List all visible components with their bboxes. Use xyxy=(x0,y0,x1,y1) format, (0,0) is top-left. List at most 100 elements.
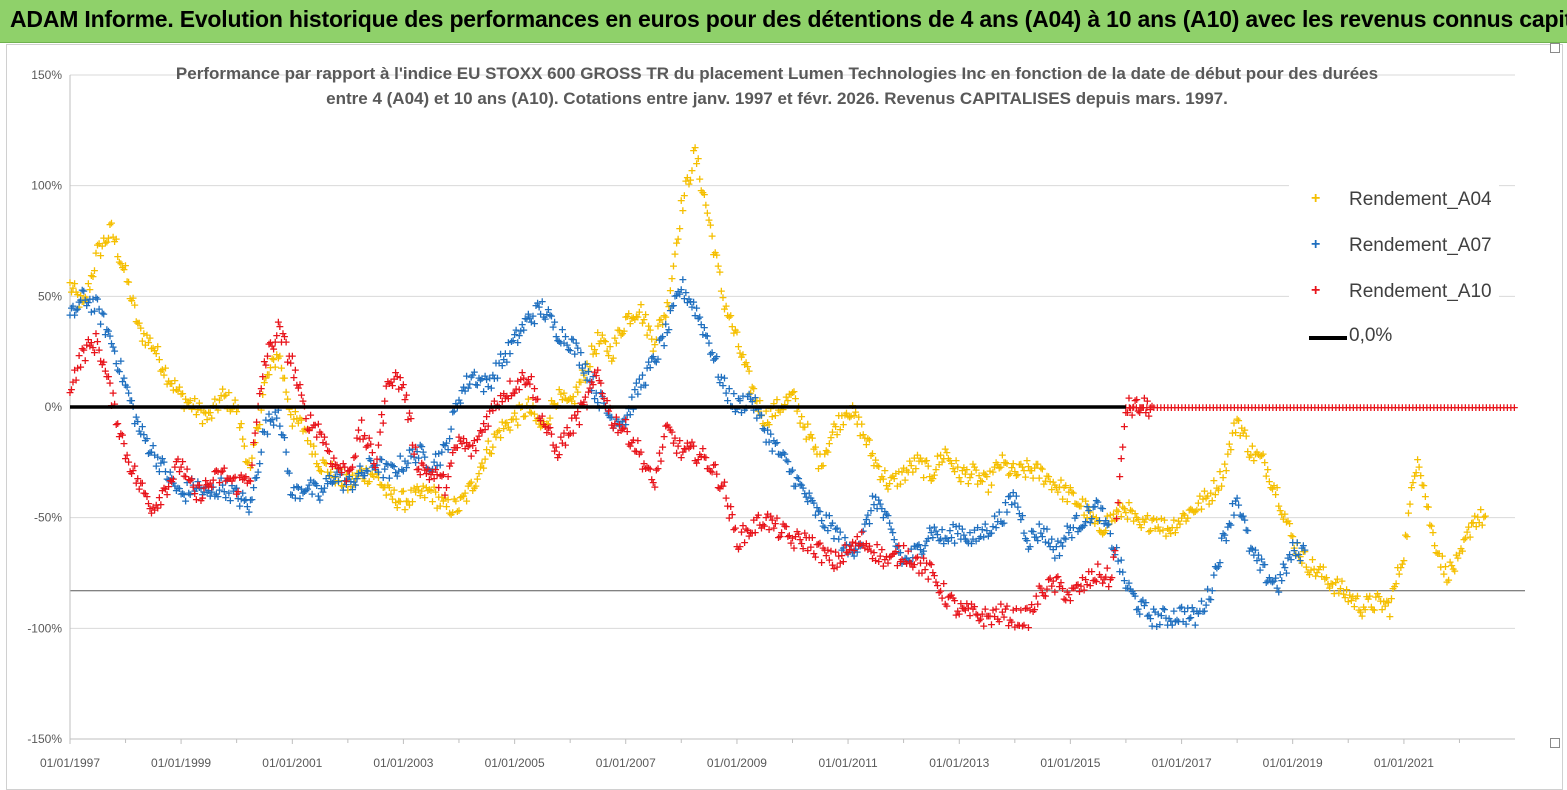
a07-point: + xyxy=(717,371,726,384)
a07-point: + xyxy=(349,475,358,488)
a04-point: + xyxy=(507,413,516,426)
a04-point: + xyxy=(1285,517,1294,530)
a10-point: + xyxy=(1177,401,1186,414)
a04-point: + xyxy=(118,261,127,274)
a04-point: + xyxy=(346,480,355,493)
resize-handle-right[interactable] xyxy=(1550,738,1560,748)
a10-point: + xyxy=(1233,401,1242,414)
a07-point: + xyxy=(720,372,729,385)
a07-point: + xyxy=(729,387,738,400)
a04-point: + xyxy=(1475,516,1484,529)
a07-point: + xyxy=(553,334,562,347)
a10-point: + xyxy=(649,476,658,489)
a04-point: + xyxy=(1373,587,1382,600)
a04-point: + xyxy=(1392,577,1401,590)
a07-point: + xyxy=(283,464,292,477)
resize-handle-top-right[interactable] xyxy=(1550,43,1560,53)
a07-point: + xyxy=(573,341,582,354)
a07-point: + xyxy=(448,406,457,419)
a10-point: + xyxy=(260,355,269,368)
a07-point: + xyxy=(780,447,789,460)
a10-point: + xyxy=(894,539,903,552)
a10-point: + xyxy=(1120,420,1129,433)
a04-point: + xyxy=(1092,511,1101,524)
a07-point: + xyxy=(439,438,448,451)
a10-point: + xyxy=(247,459,256,472)
a07-point: + xyxy=(133,415,142,428)
a04-point: + xyxy=(1467,517,1476,530)
a04-point: + xyxy=(530,407,539,420)
a04-point: + xyxy=(406,484,415,497)
a07-point: + xyxy=(1208,584,1217,597)
a07-point: + xyxy=(371,463,380,476)
a10-point: + xyxy=(1412,401,1421,414)
a04-point: + xyxy=(1147,513,1156,526)
a10-point: + xyxy=(952,609,961,622)
a04-point: + xyxy=(167,377,176,390)
a07-point: + xyxy=(113,364,122,377)
a07-point: + xyxy=(496,347,505,360)
a10-point: + xyxy=(743,524,752,537)
a04-point: + xyxy=(1459,533,1468,546)
a07-point: + xyxy=(1079,519,1088,532)
a07-point: + xyxy=(498,359,507,372)
a07-point: + xyxy=(734,392,743,405)
a07-point: + xyxy=(272,412,281,425)
a10-point: + xyxy=(110,398,119,411)
a04-point: + xyxy=(1093,515,1102,528)
a04-point: + xyxy=(772,393,781,406)
a10-point: + xyxy=(772,512,781,525)
a10-point: + xyxy=(1286,401,1295,414)
a07-point: + xyxy=(412,445,421,458)
a04-point: + xyxy=(453,505,462,518)
a04-point: + xyxy=(218,383,227,396)
a07-point: + xyxy=(416,439,425,452)
legend-item-a07[interactable]: + Rendement_A07 xyxy=(1289,235,1499,261)
a10-point: + xyxy=(970,600,979,613)
a04-point: + xyxy=(876,473,885,486)
a10-point: + xyxy=(209,473,218,486)
legend-item-zero[interactable]: 0,0% xyxy=(1289,325,1499,351)
a10-point: + xyxy=(1405,401,1414,414)
a04-point: + xyxy=(780,398,789,411)
a04-point: + xyxy=(479,461,488,474)
a04-point: + xyxy=(437,491,446,504)
a10-point: + xyxy=(183,462,192,475)
header-band: ADAM Informe. Evolution historique des p… xyxy=(0,0,1567,43)
a07-point: + xyxy=(1255,564,1264,577)
a10-point: + xyxy=(1188,401,1197,414)
chart-area[interactable]: 150% 100% 50% 0% -50% -100% -150% 01/01/1997 01/… xyxy=(6,43,1563,790)
a04-point: + xyxy=(172,383,181,396)
a07-point: + xyxy=(992,521,1001,534)
a07-point: + xyxy=(454,393,463,406)
a10-point: + xyxy=(518,366,527,379)
a10-point: + xyxy=(1216,401,1225,414)
a04-point: + xyxy=(559,387,568,400)
a07-point: + xyxy=(1061,532,1070,545)
a07-point: + xyxy=(110,344,119,357)
a04-point: + xyxy=(616,328,625,341)
a04-point: + xyxy=(397,485,406,498)
a10-point: + xyxy=(1461,401,1470,414)
a04-point: + xyxy=(1021,471,1030,484)
a07-point: + xyxy=(885,517,894,530)
a07-point: + xyxy=(1248,543,1257,556)
a04-point: + xyxy=(127,294,136,307)
a10-point: + xyxy=(326,457,335,470)
a04-point: + xyxy=(447,508,456,521)
legend-item-a10[interactable]: + Rendement_A10 xyxy=(1289,281,1499,307)
a04-point: + xyxy=(348,468,357,481)
a04-point: + xyxy=(901,473,910,486)
a10-point: + xyxy=(985,610,994,623)
a10-point: + xyxy=(167,475,176,488)
legend-item-a04[interactable]: + Rendement_A04 xyxy=(1289,189,1499,215)
a04-point: + xyxy=(691,141,700,154)
a07-point: + xyxy=(528,310,537,323)
a10-point: + xyxy=(1289,401,1298,414)
a04-point: + xyxy=(592,347,601,360)
a10-point: + xyxy=(207,480,216,493)
a04-point: + xyxy=(655,313,664,326)
a10-point: + xyxy=(363,439,372,452)
a10-point: + xyxy=(181,470,190,483)
a04-point: + xyxy=(1015,458,1024,471)
